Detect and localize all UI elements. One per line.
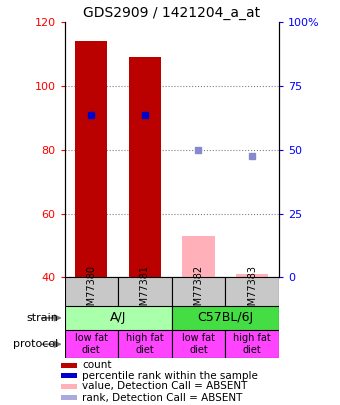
Bar: [65, 277, 118, 306]
Bar: [225, 330, 279, 358]
Bar: [75, 41, 107, 277]
Bar: [65, 306, 172, 330]
Bar: [172, 277, 225, 306]
Text: low fat
diet: low fat diet: [182, 333, 215, 355]
Bar: [61, 395, 76, 400]
Bar: [172, 330, 225, 358]
Text: count: count: [82, 360, 112, 371]
Text: GSM77383: GSM77383: [247, 265, 257, 318]
Text: low fat
diet: low fat diet: [75, 333, 108, 355]
Bar: [172, 306, 279, 330]
Bar: [129, 58, 161, 277]
Text: GSM77381: GSM77381: [140, 265, 150, 318]
Bar: [61, 384, 76, 389]
Text: A/J: A/J: [110, 311, 126, 324]
Text: GSM77382: GSM77382: [193, 265, 203, 318]
Text: C57BL/6J: C57BL/6J: [197, 311, 253, 324]
Text: GSM77380: GSM77380: [86, 265, 96, 318]
Text: value, Detection Call = ABSENT: value, Detection Call = ABSENT: [82, 382, 248, 391]
Bar: [61, 362, 76, 368]
Title: GDS2909 / 1421204_a_at: GDS2909 / 1421204_a_at: [83, 6, 260, 20]
Bar: [118, 277, 172, 306]
Text: high fat
diet: high fat diet: [126, 333, 164, 355]
Bar: [65, 330, 118, 358]
Text: strain: strain: [26, 313, 58, 323]
Bar: [61, 373, 76, 378]
Bar: [225, 277, 279, 306]
Bar: [118, 330, 172, 358]
Text: percentile rank within the sample: percentile rank within the sample: [82, 371, 258, 381]
Text: rank, Detection Call = ABSENT: rank, Detection Call = ABSENT: [82, 392, 243, 403]
Text: high fat
diet: high fat diet: [233, 333, 271, 355]
Bar: [236, 274, 268, 277]
Bar: [183, 236, 215, 277]
Text: protocol: protocol: [13, 339, 58, 349]
